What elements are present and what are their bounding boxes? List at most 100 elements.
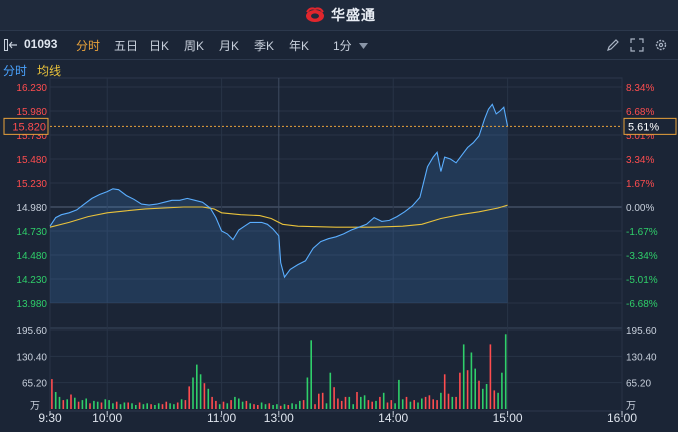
time-tick-label: 13:00 [264,411,294,425]
volume-bar [287,405,290,409]
volume-bar [70,394,72,409]
tab-weekly-k[interactable]: 周K [184,39,205,53]
volume-bar [96,401,99,409]
volume-bar [356,392,358,409]
pencil-icon[interactable] [606,38,620,52]
volume-bar [192,377,194,409]
pct-tick-label: -6.68% [626,299,658,310]
volume-bar [276,404,278,409]
volume-bar [314,404,316,409]
volume-bar [230,400,232,409]
price-tick-label: 13.980 [16,299,47,310]
volume-bar [489,344,492,409]
legend-intraday: 分时 [3,64,28,78]
time-tick-label: 15:00 [493,411,523,425]
tab-daily-k[interactable]: 日K [149,39,170,53]
volume-bar [104,399,107,409]
chart-toolbar: 01093 分时 五日 日K 周K 月K 季K 年K 1分 [0,31,678,60]
volume-unit-label: 万 [626,401,636,412]
time-tick-label: 14:00 [378,411,408,425]
tab-monthly-k[interactable]: 月K [219,39,240,53]
volume-bar [451,396,454,409]
time-tick-label: 11:00 [207,411,236,425]
volume-bar [478,380,480,409]
volume-bar [470,352,473,409]
volume-bar [462,344,465,409]
volume-bar [184,400,187,409]
volume-bar [100,402,103,409]
volume-bar [196,364,198,409]
volume-bar [245,400,248,409]
volume-unit-label: 万 [30,401,40,412]
volume-bar [180,399,183,409]
volume-bar [249,403,251,409]
volume-bar [81,400,84,409]
expand-icon[interactable] [630,38,644,52]
volume-bar [157,403,160,409]
price-tick-label: 15.230 [16,179,47,190]
volume-bar [436,400,438,409]
volume-bar [142,404,145,409]
volume-tick-label: 130.40 [16,352,47,363]
pct-tick-label: 6.68% [626,107,654,118]
volume-tick-label: 195.60 [16,326,47,337]
volume-bar [497,392,499,409]
volume-bar [493,390,496,409]
tab-quarterly-k[interactable]: 季K [254,39,275,53]
volume-bar [173,404,175,409]
current-price-label: 15.820 [12,121,46,133]
volume-bar [268,403,271,409]
volume-bar [321,392,324,409]
price-tick-label: 14.230 [16,275,47,286]
volume-bar [218,404,221,409]
panel-toggle-icon[interactable] [4,39,18,51]
current-price-marker: 15.820 5.61% [3,117,677,135]
volume-bar [428,395,431,409]
current-pct-box [623,117,677,135]
volume-bar [401,399,404,409]
price-tick-label: 15.980 [16,107,47,118]
volume-bar [89,403,91,409]
volume-bar [74,397,76,409]
volume-bar [440,392,442,409]
volume-bar [279,405,282,409]
volume-bar [207,388,210,409]
volume-bar [340,400,343,409]
volume-bar [352,404,354,409]
dropdown-arrow-icon[interactable] [359,43,368,49]
volume-bar [417,402,419,409]
volume-bar [360,396,362,409]
volume-bar [459,372,461,409]
brand-name: 华盛通 [331,7,376,23]
volume-bar [394,403,396,409]
volume-bar [424,396,427,409]
volume-bar [363,395,366,409]
volume-bar [348,396,351,409]
chart-grid [49,77,623,412]
tab-yearly-k[interactable]: 年K [289,39,310,53]
volume-bar [93,400,95,409]
current-pct-label: 5.61% [628,121,659,133]
volume-bar [291,403,293,409]
volume-bar [66,399,68,409]
volume-bar [386,402,389,409]
volume-bar [241,401,244,409]
volume-bar [371,401,373,409]
tab-five-day[interactable]: 五日 [114,39,139,53]
volume-bar [413,400,415,409]
price-tick-label: 14.730 [16,227,47,238]
time-tick-label: 10:00 [92,411,122,425]
volume-bar [238,398,240,409]
pct-tick-label: 5.01% [626,131,654,142]
volume-bar [161,404,164,409]
interval-select[interactable]: 1分 [333,39,352,53]
volume-bar [405,396,408,409]
volume-bar [108,400,110,409]
tab-intraday[interactable]: 分时 [76,39,101,53]
volume-bar [85,398,87,409]
volume-bar [215,400,217,409]
volume-bar [379,396,381,409]
pct-tick-label: -5.01% [626,275,658,286]
settings-icon[interactable] [654,38,668,52]
volume-bar [188,386,190,409]
